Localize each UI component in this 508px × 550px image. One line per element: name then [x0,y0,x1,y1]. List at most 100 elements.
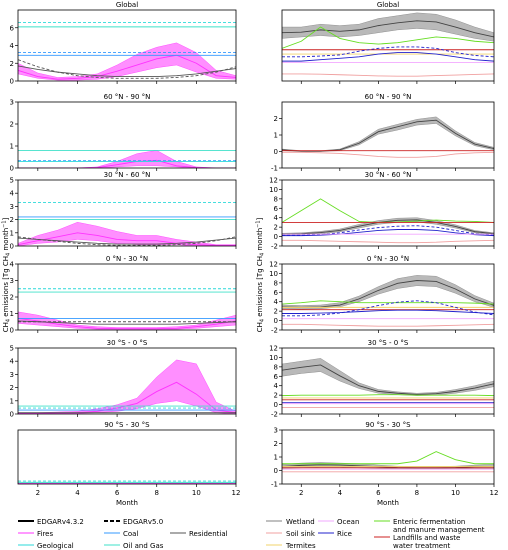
left-panel-title: 60 °N - 90 °N [104,93,151,101]
x-tick-label: 8 [154,489,158,497]
series-line-enteric [282,451,494,465]
legend-wetland-label: Wetland [286,518,315,526]
legend-rice-label: Rice [337,530,352,538]
left-panel-4: 0 °N - 30 °N 0 1 2 3 4 [10,255,237,335]
x-tick-label: 4 [75,489,80,497]
y-tick-label: 1 [10,397,14,405]
y-tick-label: 12 [269,261,278,269]
y-tick-label: 0 [274,233,278,241]
left-panel-6: 90 °S - 30 °S 2 4 6 8 10 12 Month [17,421,241,507]
right-panel-frame [281,429,495,485]
series-line-soil [282,323,494,327]
left-y-axis-label: CH4 emissions [Tg CH4 month−1] [2,217,12,332]
series-line-residential [18,237,236,245]
series-line-residential [18,59,236,79]
y-tick-label: 4 [10,190,15,198]
right-panel-frame [281,179,495,247]
legend-oilgas-label: Oil and Gas [123,542,164,550]
y-tick-label: 1 [274,132,278,140]
y-tick-label: 10 [269,354,278,362]
series-line-rice [282,225,494,236]
x-tick-label: 4 [338,489,343,497]
legend-enteric-label: Enteric fermentation [393,518,465,526]
y-tick-label: 4 [274,214,279,222]
left-panel-title: Global [116,1,138,9]
series-band-fires [18,359,236,414]
right-panel-frame [281,9,495,82]
series-line-fires [18,232,236,246]
legend-soil-label: Soil sink [286,530,316,538]
right-panel-title: 60 °N - 90 °N [365,93,412,101]
right-panel-2: 60 °N - 90 °N -1 0 1 2 [271,93,495,173]
legend-termites-label: Termites [285,542,316,550]
x-tick-label: 10 [192,489,201,497]
y-tick-label: 0 [10,243,14,251]
y-tick-label: 0 [10,327,14,335]
series-line-enteric [282,394,494,397]
y-tick-label: 0 [10,411,14,419]
x-tick-label: 6 [376,489,381,497]
y-tick-label: -2 [271,327,278,335]
y-tick-label: 4 [274,298,279,306]
y-tick-label: 0 [274,317,278,325]
right-panel-title: 30 °S - 0 °S [368,339,409,347]
y-tick-label: 1 [10,310,14,318]
right-panel-frame [281,263,495,331]
y-tick-label: -1 [271,165,278,173]
legend-right: Wetland Ocean Enteric fermentation and m… [266,518,485,550]
series-line-rice [282,300,494,317]
left-panel-plot [18,21,236,81]
x-tick-label: 6 [115,489,120,497]
series-line-enteric [282,26,494,49]
x-tick-label: 2 [299,489,303,497]
right-panel-frame [281,347,495,415]
y-tick-label: 2 [274,115,278,123]
left-panel-title: 90 °S - 30 °S [104,421,150,429]
legend-edgar50-label: EDGARv5.0 [123,518,163,526]
right-panel-title: 0 °N - 30 °N [367,255,409,263]
y-tick-label: 0 [274,401,278,409]
x-tick-label: 12 [232,489,241,497]
y-tick-label: 8 [274,195,278,203]
series-line-soil [282,151,494,158]
y-tick-label: 8 [274,279,278,287]
series-band-wetland [282,12,494,42]
y-tick-label: 10 [269,270,278,278]
y-tick-label: 8 [274,363,278,371]
series-line-wetland [282,119,494,152]
legend-residential-label: Residential [189,530,228,538]
x-axis-label: Month [116,499,138,507]
left-panel-plot [18,359,236,414]
y-tick-label: 0 [274,467,278,475]
y-tick-label: 2 [274,392,278,400]
right-panel-plot [282,12,494,77]
legend-landfill-label-line2: water treatment [393,542,451,550]
series-line-rice [282,229,494,237]
series-line-soil [282,239,494,244]
y-tick-label: 4 [10,42,15,50]
x-tick-label: 2 [36,489,40,497]
y-tick-label: 4 [10,358,15,366]
series-band-fires [18,311,236,330]
x-axis-label: Month [377,499,399,507]
y-tick-label: -2 [271,411,278,419]
y-tick-label: -2 [271,243,278,251]
y-tick-label: 1 [10,143,14,151]
y-tick-label: 6 [10,24,15,32]
legend-left: EDGARv4.3.2 EDGARv5.0 Fires Coal Residen… [18,518,228,550]
series-line-wetland [282,364,494,395]
y-tick-label: 3 [274,427,278,435]
left-panel-title: 30 °N - 60 °N [104,171,151,179]
legend-ocean-label: Ocean [337,518,359,526]
y-tick-label: 6 [274,205,279,213]
legend-coal-label: Coal [123,530,138,538]
y-tick-label: 2 [274,440,278,448]
series-line-rice [282,52,494,62]
y-tick-label: 0 [274,148,278,156]
y-tick-label: 6 [274,373,279,381]
legend-landfill-label: Landfills and waste [393,534,460,542]
